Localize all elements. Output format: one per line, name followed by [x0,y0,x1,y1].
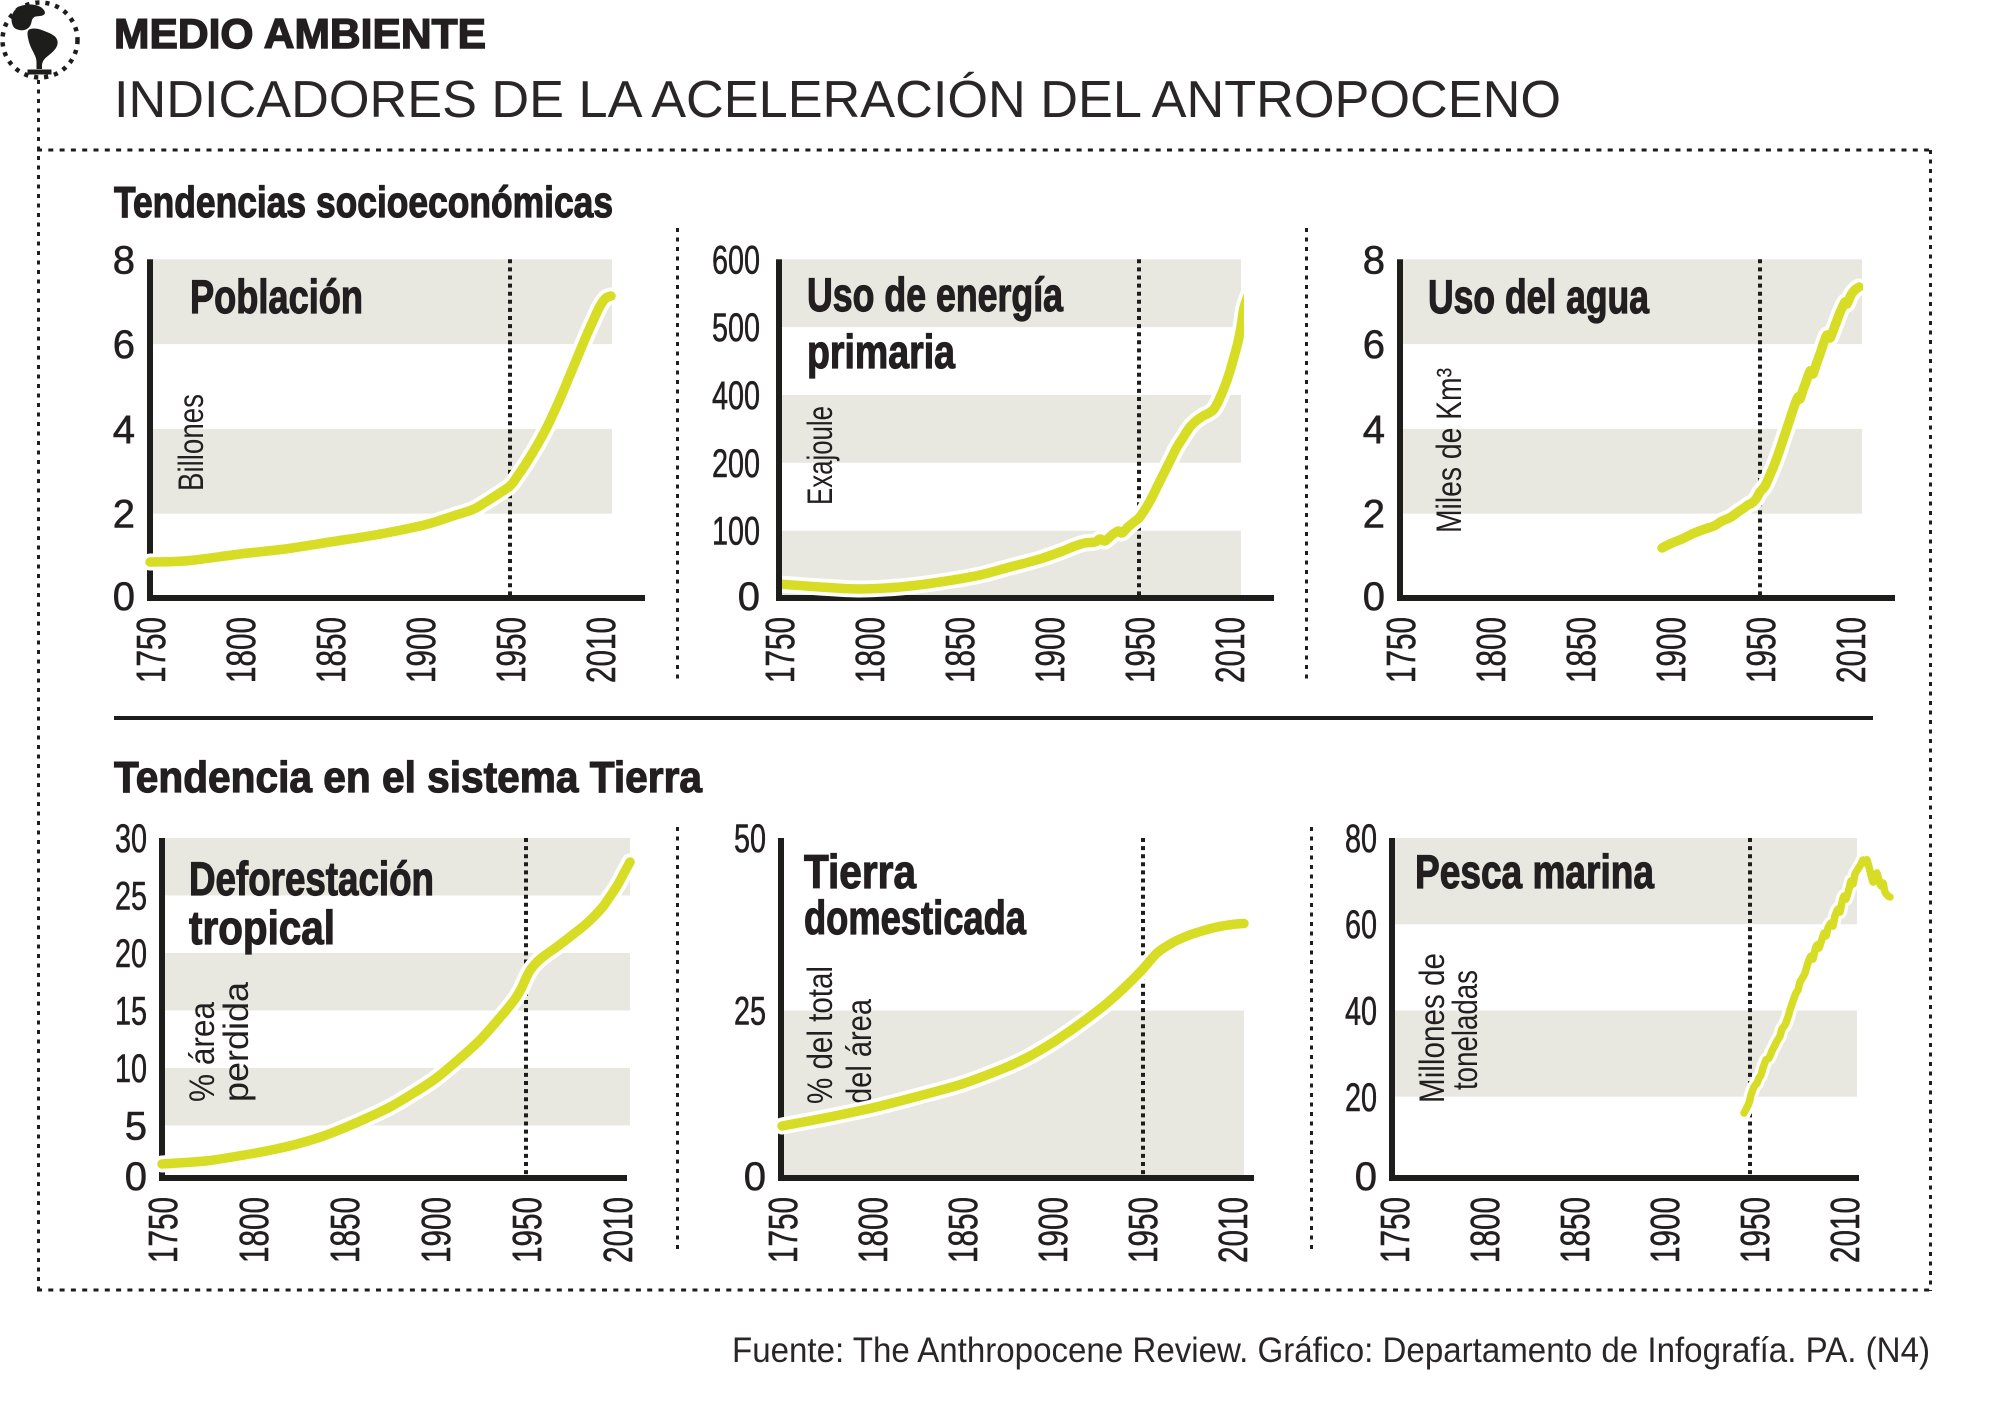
svg-text:1750: 1750 [128,617,174,683]
svg-text:1800: 1800 [1468,617,1514,683]
svg-text:1800: 1800 [850,1197,896,1263]
svg-text:20: 20 [115,932,147,976]
svg-text:Billones: Billones [172,394,211,491]
svg-text:2010: 2010 [1210,1197,1256,1263]
svg-text:toneladas: toneladas [1446,970,1485,1090]
svg-text:1850: 1850 [322,1197,368,1263]
svg-text:2010: 2010 [1828,617,1874,683]
svg-text:Millones de: Millones de [1413,953,1452,1103]
svg-text:primaria: primaria [807,325,956,378]
svg-text:1750: 1750 [1372,1197,1418,1263]
svg-text:15: 15 [115,990,147,1034]
svg-text:perdida: perdida [217,981,256,1102]
svg-text:8: 8 [113,238,135,282]
svg-text:2010: 2010 [578,617,624,683]
svg-text:80: 80 [1345,817,1377,861]
svg-text:30: 30 [115,817,147,861]
svg-text:10: 10 [115,1047,147,1091]
svg-text:1800: 1800 [1462,1197,1508,1263]
svg-text:1950: 1950 [1120,1197,1166,1263]
svg-text:1900: 1900 [1642,1197,1688,1263]
svg-text:INDICADORES DE LA ACELERACIÓN: INDICADORES DE LA ACELERACIÓN DEL ANTROP… [114,71,1561,129]
svg-text:4: 4 [1363,408,1385,452]
svg-text:400: 400 [712,374,760,418]
svg-text:2010: 2010 [1822,1197,1868,1263]
svg-text:1900: 1900 [1027,617,1073,683]
svg-text:500: 500 [712,306,760,350]
svg-text:Pesca marina: Pesca marina [1415,845,1655,898]
svg-text:0: 0 [1363,575,1385,619]
svg-text:1750: 1750 [760,1197,806,1263]
svg-text:2: 2 [1363,493,1385,537]
svg-text:8: 8 [1363,238,1385,282]
svg-text:1850: 1850 [937,617,983,683]
svg-text:1900: 1900 [398,617,444,683]
svg-text:0: 0 [744,1155,766,1199]
svg-text:5: 5 [125,1105,147,1149]
svg-text:0: 0 [113,575,135,619]
svg-text:1750: 1750 [1378,617,1424,683]
svg-text:1900: 1900 [1030,1197,1076,1263]
svg-text:1800: 1800 [218,617,264,683]
svg-text:1950: 1950 [1117,617,1163,683]
svg-text:1750: 1750 [757,617,803,683]
svg-text:6: 6 [1363,323,1385,367]
svg-text:2010: 2010 [1207,617,1253,683]
svg-text:Fuente: The Anthropocene Revie: Fuente: The Anthropocene Review. Gráfico… [732,1331,1930,1370]
svg-text:6: 6 [113,323,135,367]
svg-text:Tendencias socioeconómicas: Tendencias socioeconómicas [114,178,613,227]
svg-text:100: 100 [712,510,760,554]
svg-text:25: 25 [734,990,766,1034]
svg-text:Población: Población [190,270,363,323]
svg-text:1850: 1850 [1552,1197,1598,1263]
svg-text:Tierra: Tierra [804,845,917,898]
svg-text:50: 50 [734,817,766,861]
svg-text:200: 200 [712,442,760,486]
svg-text:Miles de Km³: Miles de Km³ [1430,368,1469,533]
svg-text:Uso de energía: Uso de energía [807,268,1064,321]
svg-text:1750: 1750 [140,1197,186,1263]
svg-text:del área: del área [840,999,879,1104]
svg-text:0: 0 [738,575,760,619]
svg-text:Uso del agua: Uso del agua [1428,270,1650,323]
svg-text:60: 60 [1345,903,1377,947]
svg-text:domesticada: domesticada [804,891,1027,944]
svg-text:1950: 1950 [1738,617,1784,683]
svg-text:2010: 2010 [595,1197,641,1263]
svg-text:1850: 1850 [940,1197,986,1263]
svg-text:% del total: % del total [801,966,840,1104]
svg-text:1800: 1800 [847,617,893,683]
svg-text:1950: 1950 [1732,1197,1778,1263]
svg-text:0: 0 [1355,1155,1377,1199]
svg-text:2: 2 [113,493,135,537]
svg-text:1950: 1950 [488,617,534,683]
svg-text:25: 25 [115,875,147,919]
svg-text:20: 20 [1345,1076,1377,1120]
svg-text:Tendencia en el sistema Tierra: Tendencia en el sistema Tierra [114,753,702,802]
svg-text:tropical: tropical [189,901,335,954]
svg-text:4: 4 [113,408,135,452]
svg-text:MEDIO AMBIENTE: MEDIO AMBIENTE [114,10,486,57]
svg-text:% área: % área [183,1002,222,1102]
svg-text:1950: 1950 [504,1197,550,1263]
svg-text:1850: 1850 [308,617,354,683]
svg-text:1800: 1800 [231,1197,277,1263]
svg-text:Exajoule: Exajoule [801,406,840,505]
svg-text:1900: 1900 [413,1197,459,1263]
svg-text:1900: 1900 [1648,617,1694,683]
svg-text:0: 0 [125,1155,147,1199]
svg-text:40: 40 [1345,990,1377,1034]
svg-text:Deforestación: Deforestación [189,852,434,905]
svg-text:1850: 1850 [1558,617,1604,683]
svg-text:600: 600 [712,238,760,282]
